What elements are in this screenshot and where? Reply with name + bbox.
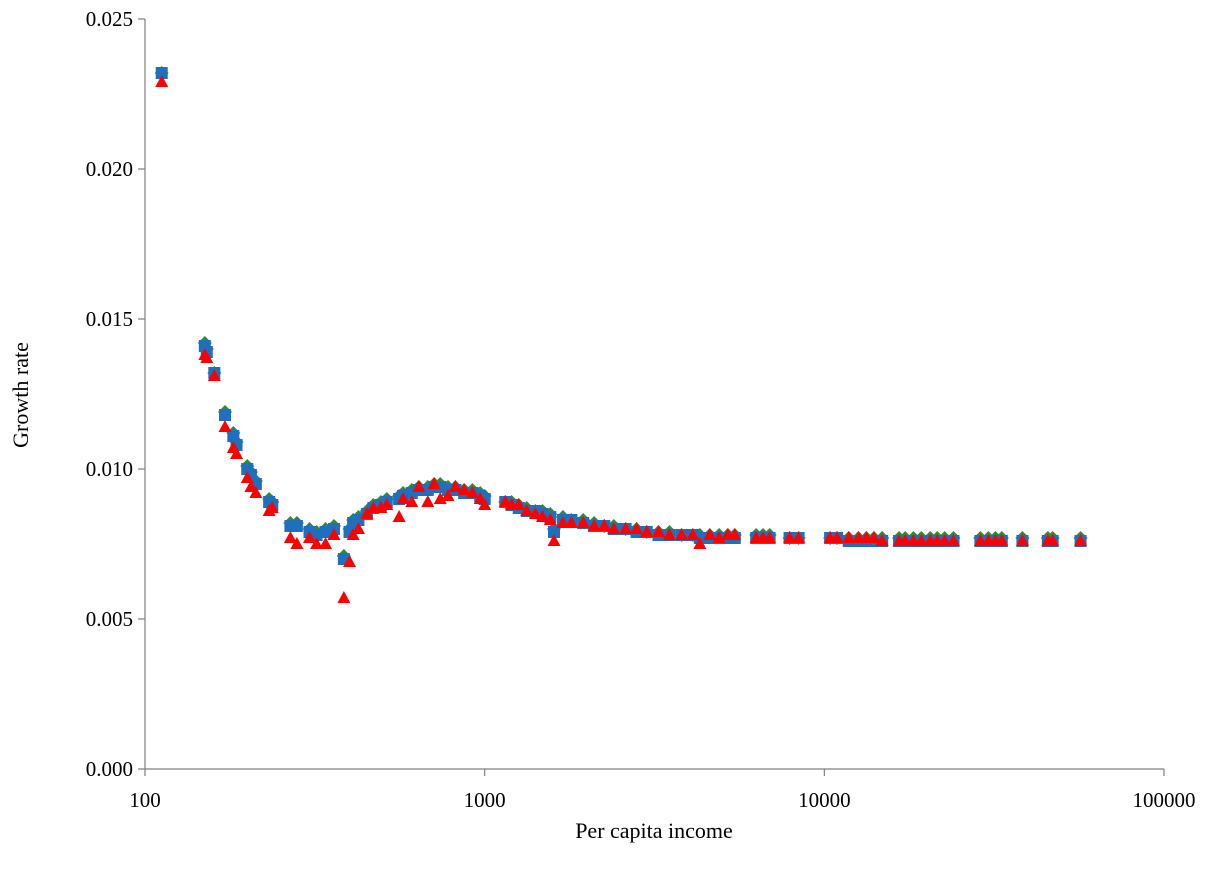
data-point-triangle xyxy=(783,531,797,543)
data-point-triangle xyxy=(543,513,557,525)
data-point-triangle xyxy=(155,75,169,87)
data-point-triangle xyxy=(327,528,341,540)
data-point-triangle xyxy=(207,369,221,381)
data-point-triangle xyxy=(249,486,263,498)
x-tick-label: 100000 xyxy=(1133,788,1196,812)
data-point-square xyxy=(547,526,560,538)
data-point-square xyxy=(155,67,168,79)
data-point-triangle xyxy=(265,501,279,513)
x-tick-label: 100 xyxy=(129,788,161,812)
x-tick-label: 10000 xyxy=(798,788,851,812)
data-point-triangle xyxy=(310,537,324,549)
data-point-triangle xyxy=(763,531,777,543)
data-point-square xyxy=(249,478,262,490)
data-point-triangle xyxy=(662,528,676,540)
data-point-triangle xyxy=(392,510,406,522)
data-point-triangle xyxy=(319,537,333,549)
data-point-triangle xyxy=(244,480,258,492)
data-point-triangle xyxy=(380,498,394,510)
data-point-triangle xyxy=(792,531,806,543)
data-point-triangle xyxy=(342,555,356,567)
data-point-triangle xyxy=(938,534,952,546)
data-point-triangle xyxy=(630,522,644,534)
data-point-triangle xyxy=(283,531,297,543)
data-point-triangle xyxy=(914,534,928,546)
data-point-triangle xyxy=(457,483,471,495)
data-point-triangle xyxy=(412,480,426,492)
data-point-triangle xyxy=(405,495,419,507)
data-point-triangle xyxy=(728,528,742,540)
data-point-triangle xyxy=(652,525,666,537)
data-point-triangle xyxy=(240,471,254,483)
data-point-triangle xyxy=(867,531,881,543)
data-point-triangle xyxy=(1046,534,1060,546)
data-point-triangle xyxy=(218,420,232,432)
data-point-square xyxy=(219,409,232,421)
data-point-triangle xyxy=(693,537,707,549)
x-ticks: 100 1000 10000 100000 xyxy=(129,769,1196,812)
data-point-triangle xyxy=(830,531,844,543)
data-point-triangle xyxy=(587,519,601,531)
data-point-triangle xyxy=(576,516,590,528)
data-point-triangle xyxy=(200,351,214,363)
series-triangle xyxy=(155,75,1088,603)
y-tick-label: 0.015 xyxy=(86,307,133,331)
data-point-triangle xyxy=(995,534,1009,546)
data-point-triangle xyxy=(427,477,441,489)
data-point-triangle xyxy=(946,534,960,546)
data-point-triangle xyxy=(528,507,542,519)
y-axis-title: Growth rate xyxy=(8,342,33,448)
data-points xyxy=(154,66,1088,603)
y-tick-label: 0.020 xyxy=(86,157,133,181)
data-point-triangle xyxy=(512,498,526,510)
y-tick-label: 0.025 xyxy=(86,7,133,31)
data-point-triangle xyxy=(607,522,621,534)
data-point-triangle xyxy=(465,486,479,498)
y-tick-label: 0.000 xyxy=(86,757,133,781)
data-point-square xyxy=(290,520,303,532)
data-point-triangle xyxy=(478,498,492,510)
data-point-triangle xyxy=(556,516,570,528)
data-point-triangle xyxy=(520,504,534,516)
data-point-triangle xyxy=(421,495,435,507)
data-point-triangle xyxy=(547,534,561,546)
data-point-triangle xyxy=(1074,534,1088,546)
data-point-triangle xyxy=(230,447,244,459)
x-axis: 100 1000 10000 100000 xyxy=(129,768,1196,812)
series-diamond xyxy=(154,66,1088,563)
data-point-triangle xyxy=(875,534,889,546)
data-point-triangle xyxy=(535,510,549,522)
y-tick-label: 0.010 xyxy=(86,457,133,481)
data-point-triangle xyxy=(448,480,462,492)
data-point-triangle xyxy=(898,534,912,546)
y-ticks: 0.000 0.005 0.010 0.015 0.020 0.025 xyxy=(86,7,145,781)
data-point-triangle xyxy=(396,492,410,504)
data-point-triangle xyxy=(303,531,317,543)
data-point-triangle xyxy=(441,489,455,501)
data-point-triangle xyxy=(842,531,856,543)
x-axis-title: Per capita income xyxy=(575,818,733,843)
y-tick-label: 0.005 xyxy=(86,607,133,631)
data-point-triangle xyxy=(1015,534,1029,546)
y-axis: 0.000 0.005 0.010 0.015 0.020 0.025 xyxy=(86,7,146,781)
series-square xyxy=(155,67,1087,565)
data-point-triangle xyxy=(597,519,611,531)
data-point-triangle xyxy=(619,522,633,534)
data-point-triangle xyxy=(703,528,717,540)
data-point-triangle xyxy=(686,528,700,540)
data-point-triangle xyxy=(564,516,578,528)
data-point-triangle xyxy=(351,522,365,534)
data-point-triangle xyxy=(675,528,689,540)
data-point-triangle xyxy=(640,525,654,537)
x-tick-label: 1000 xyxy=(464,788,506,812)
data-point-triangle xyxy=(337,591,351,603)
data-point-triangle xyxy=(290,537,304,549)
